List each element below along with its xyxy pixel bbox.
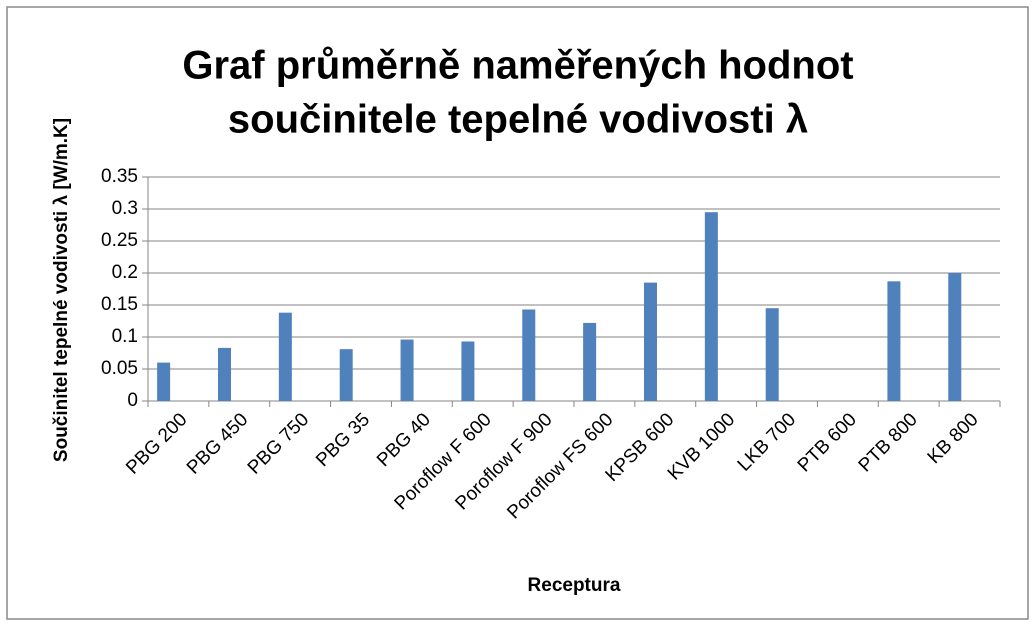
bar <box>461 341 475 401</box>
bar <box>522 309 536 401</box>
bar <box>583 322 597 401</box>
bar <box>765 308 779 401</box>
y-tick-label: 0.35 <box>101 166 138 187</box>
bar <box>948 273 962 401</box>
y-axis-title: Součinitel tepelné vodivosti λ [W/m.K] <box>51 118 72 462</box>
y-tick-label: 0.2 <box>112 262 138 283</box>
bar <box>400 339 414 401</box>
bar <box>278 312 292 401</box>
y-tick-label: 0.15 <box>101 294 138 315</box>
bar <box>887 281 901 401</box>
bar <box>157 362 171 401</box>
chart-title: Graf průměrně naměřených hodnot <box>182 44 853 88</box>
y-tick-label: 0.3 <box>112 198 138 219</box>
x-axis-title: Receptura <box>528 575 621 596</box>
bar <box>643 282 657 401</box>
bar <box>217 347 231 401</box>
y-tick-label: 0.05 <box>101 358 138 379</box>
y-tick-label: 0.1 <box>112 326 138 347</box>
y-tick-label: 0 <box>127 390 138 411</box>
y-tick-label: 0.25 <box>101 230 138 251</box>
chart-title: součinitele tepelné vodivosti λ <box>228 98 808 142</box>
bar <box>704 212 718 401</box>
bar <box>339 349 353 401</box>
chart-border <box>6 6 1029 620</box>
